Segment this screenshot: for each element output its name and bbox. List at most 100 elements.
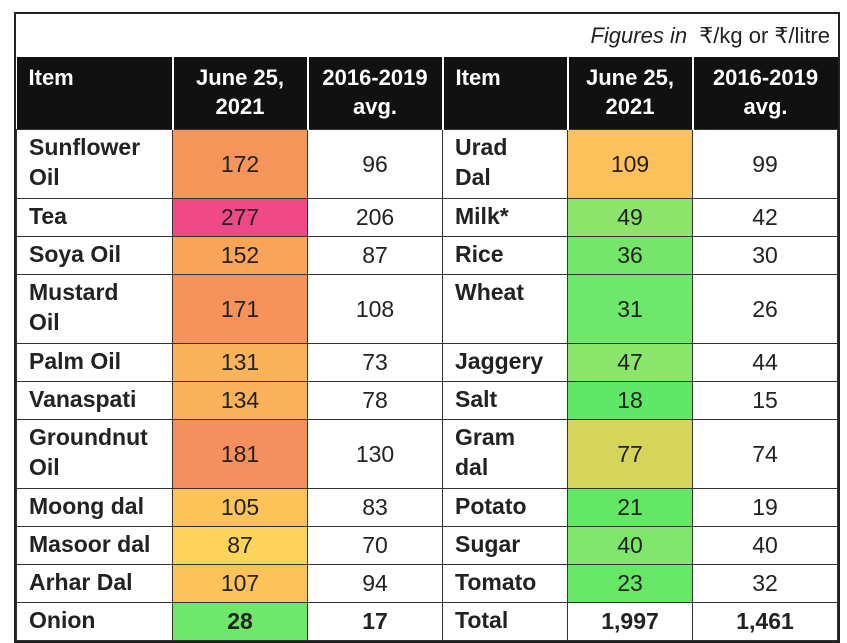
page: {"note": {"prefix": "Figures in", "unit"… [14, 12, 840, 643]
current-price: 134 [172, 381, 308, 420]
current-price: 131 [172, 343, 308, 382]
column-header: June 25, 2021 [566, 57, 693, 130]
current-price: 77 [567, 419, 693, 489]
item-cell: Palm Oil [16, 343, 173, 382]
current-price: 21 [567, 488, 693, 527]
item-cell: Sugar [442, 526, 568, 565]
item-name: Sunflower Oil [29, 134, 141, 190]
average-price: 206 [307, 198, 443, 237]
item-name: Moong dal [29, 493, 144, 519]
average-price: 74 [692, 419, 838, 489]
note-unit: ₹/kg or ₹/litre [699, 23, 830, 48]
column-header: June 25, 2021 [171, 57, 308, 130]
table-row: Moong dal 105 83 Potato 21 19 [16, 488, 838, 527]
current-price: 107 [172, 564, 308, 603]
item-name: Vanaspati [29, 386, 137, 412]
item-cell: Mustard Oil [16, 274, 173, 344]
item-name: Tomato [455, 569, 537, 595]
average-price: 94 [307, 564, 443, 603]
table-frame: Figures in ₹/kg or ₹/litre Item June 25, … [14, 12, 840, 643]
item-cell: Sunflower Oil [16, 129, 173, 199]
item-cell: Tomato [442, 564, 568, 603]
average-price: 130 [307, 419, 443, 489]
average-price: 78 [307, 381, 443, 420]
average-price: 15 [692, 381, 838, 420]
average-price: 26 [692, 274, 838, 344]
item-cell: Tea [16, 198, 173, 237]
average-price: 96 [307, 129, 443, 199]
item-cell: Arhar Dal [16, 564, 173, 603]
item-name: Milk* [455, 203, 509, 229]
table-row: Onion 28 17 Total 1,997 1,461 [16, 602, 838, 641]
average-price: 108 [307, 274, 443, 344]
table-row: Palm Oil 131 73 Jaggery 47 44 [16, 343, 838, 382]
current-price: 49 [567, 198, 693, 237]
item-name: Onion [29, 607, 96, 633]
table-row: Vanaspati 134 78 Salt 18 15 [16, 381, 838, 420]
header-row: Item June 25, 2021 2016-2019 avg. Item June … [16, 57, 838, 130]
average-price: 73 [307, 343, 443, 382]
item-cell: Gram dal [442, 419, 568, 489]
item-cell: Total [442, 602, 568, 641]
current-price: 1,997 [567, 602, 693, 641]
item-name: Masoor dal [29, 531, 151, 557]
current-price: 277 [172, 198, 308, 237]
item-name: Jaggery [455, 348, 544, 374]
item-cell: Milk* [442, 198, 568, 237]
average-price: 40 [692, 526, 838, 565]
units-note: Figures in ₹/kg or ₹/litre [16, 14, 838, 57]
table-row: Groundnut Oil 181 130 Gram dal 77 74 [16, 419, 838, 489]
item-name: Wheat [455, 279, 524, 305]
item-cell: Groundnut Oil [16, 419, 173, 489]
item-cell: Soya Oil [16, 236, 173, 275]
table-row: Soya Oil 152 87 Rice 36 30 [16, 236, 838, 275]
current-price: 172 [172, 129, 308, 199]
average-price: 1,461 [692, 602, 838, 641]
column-header: Item [441, 57, 568, 130]
item-cell: Vanaspati [16, 381, 173, 420]
table-row: Sunflower Oil 172 96 Urad Dal 109 99 [16, 129, 838, 199]
item-cell: Potato [442, 488, 568, 527]
column-header: 2016-2019 avg. [691, 57, 838, 130]
average-price: 32 [692, 564, 838, 603]
current-price: 36 [567, 236, 693, 275]
item-name: Tea [29, 203, 67, 229]
item-name: Mustard Oil [29, 279, 119, 335]
average-price: 99 [692, 129, 838, 199]
column-header: 2016-2019 avg. [306, 57, 443, 130]
column-header: Item [16, 57, 173, 130]
table-row: Arhar Dal 107 94 Tomato 23 32 [16, 564, 838, 603]
current-price: 40 [567, 526, 693, 565]
current-price: 28 [172, 602, 308, 641]
current-price: 23 [567, 564, 693, 603]
table-row: Masoor dal 87 70 Sugar 40 40 [16, 526, 838, 565]
average-price: 44 [692, 343, 838, 382]
average-price: 19 [692, 488, 838, 527]
current-price: 18 [567, 381, 693, 420]
item-name: Soya Oil [29, 241, 122, 267]
note-prefix: Figures in [590, 23, 688, 48]
current-price: 31 [567, 274, 693, 344]
current-price: 87 [172, 526, 308, 565]
current-price: 171 [172, 274, 308, 344]
average-price: 17 [307, 602, 443, 641]
current-price: 47 [567, 343, 693, 382]
average-price: 42 [692, 198, 838, 237]
current-price: 105 [172, 488, 308, 527]
item-cell: Urad Dal [442, 129, 568, 199]
average-price: 87 [307, 236, 443, 275]
item-cell: Onion [16, 602, 173, 641]
table-row: Mustard Oil 171 108 Wheat 31 26 [16, 274, 838, 344]
item-name: Total [455, 607, 509, 633]
current-price: 181 [172, 419, 308, 489]
average-price: 70 [307, 526, 443, 565]
item-name: Sugar [455, 531, 521, 557]
table-body: Sunflower Oil 172 96 Urad Dal 109 99 Tea 277 206… [16, 129, 838, 641]
item-name: Gram dal [455, 424, 516, 480]
current-price: 152 [172, 236, 308, 275]
table-row: Tea 277 206 Milk* 49 42 [16, 198, 838, 237]
item-cell: Jaggery [442, 343, 568, 382]
average-price: 30 [692, 236, 838, 275]
item-cell: Rice [442, 236, 568, 275]
item-name: Palm Oil [29, 348, 122, 374]
